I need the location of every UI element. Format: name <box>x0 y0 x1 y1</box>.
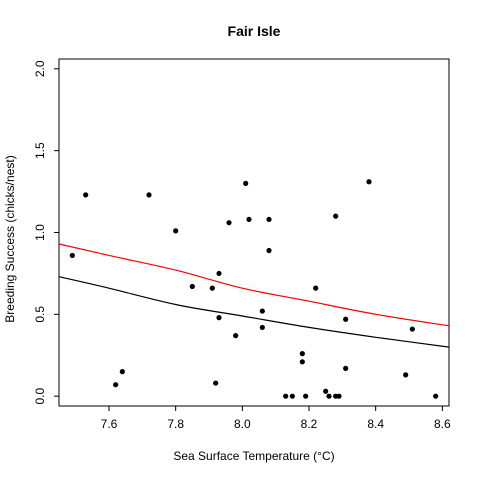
y-tick-label: 0.0 <box>33 388 47 405</box>
data-point <box>409 326 415 332</box>
data-point <box>433 393 439 399</box>
plot-frame <box>58 58 450 407</box>
fit-line-1 <box>58 243 450 327</box>
data-point <box>83 192 89 198</box>
y-axis: 0.0 0.5 1.0 1.5 2.0 <box>33 60 59 405</box>
fit-lines <box>58 243 450 348</box>
data-point <box>366 179 372 185</box>
data-point <box>113 382 119 388</box>
data-point <box>326 393 332 399</box>
x-axis: 7.6 7.8 8.0 8.2 8.4 8.6 <box>101 406 451 431</box>
x-tick-label: 7.8 <box>167 417 184 431</box>
data-point <box>213 380 219 386</box>
data-point <box>283 393 289 399</box>
data-point <box>243 180 249 186</box>
data-points <box>69 179 439 399</box>
data-point <box>259 308 265 314</box>
data-point <box>119 369 125 375</box>
x-tick-label: 8.4 <box>367 417 384 431</box>
x-tick-label: 7.6 <box>101 417 118 431</box>
data-point <box>259 324 265 331</box>
data-point <box>313 285 319 291</box>
data-point <box>233 333 239 339</box>
x-axis-label: Sea Surface Temperature (°C) <box>173 449 334 463</box>
data-point <box>333 213 339 219</box>
data-point <box>343 365 349 371</box>
data-point <box>226 220 232 226</box>
chart-title: Fair Isle <box>228 23 281 39</box>
x-tick-label: 8.0 <box>234 417 251 431</box>
data-point <box>343 316 349 322</box>
data-point <box>299 351 305 357</box>
data-point <box>69 252 75 259</box>
y-tick-label: 1.5 <box>33 142 47 159</box>
data-point <box>303 393 309 399</box>
y-tick-label: 2.0 <box>33 60 47 77</box>
y-tick-label: 1.0 <box>33 224 47 241</box>
y-tick-label: 0.5 <box>33 306 47 323</box>
data-point <box>266 216 272 223</box>
data-point <box>246 216 252 223</box>
data-point <box>289 393 295 399</box>
x-tick-label: 8.2 <box>301 417 318 431</box>
data-point <box>323 388 329 394</box>
x-tick-label: 8.6 <box>434 417 451 431</box>
data-point <box>266 247 272 254</box>
data-point <box>336 393 342 399</box>
data-point <box>299 359 305 365</box>
data-point <box>216 270 222 277</box>
y-axis-label: Breeding Success (chicks/nest) <box>3 155 17 322</box>
data-point <box>146 192 152 198</box>
data-point <box>209 285 215 291</box>
data-point <box>403 372 409 378</box>
fit-line-0 <box>58 276 450 348</box>
data-point <box>216 315 222 321</box>
data-point <box>189 283 195 290</box>
data-point <box>173 228 179 234</box>
